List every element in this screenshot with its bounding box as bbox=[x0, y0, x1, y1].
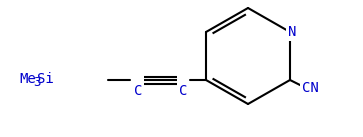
Text: CN: CN bbox=[302, 81, 318, 95]
Text: N: N bbox=[288, 25, 296, 39]
Text: C: C bbox=[179, 84, 187, 98]
Text: Si: Si bbox=[37, 72, 53, 86]
Text: C: C bbox=[134, 84, 142, 98]
Text: Me: Me bbox=[20, 72, 36, 86]
Text: 3: 3 bbox=[33, 76, 41, 89]
